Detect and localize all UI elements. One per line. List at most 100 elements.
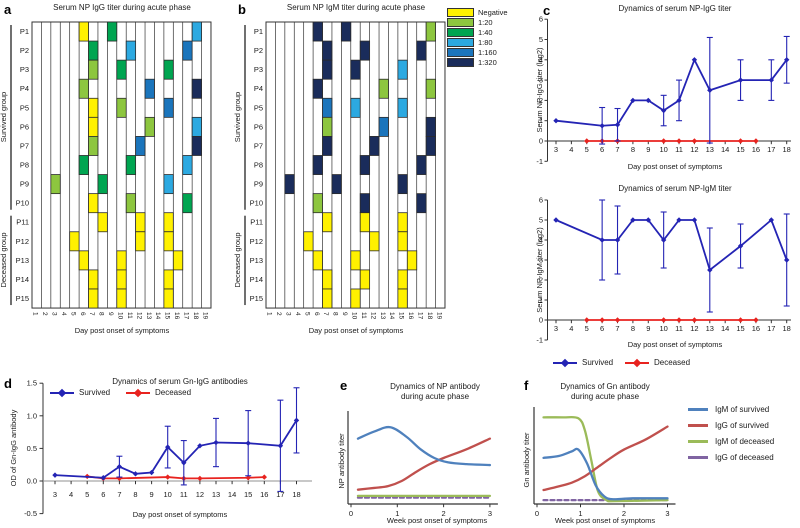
panel-f-legend-igm-survived: IgM of survived	[688, 405, 769, 414]
row-label-p1: P1	[20, 27, 29, 36]
heatmap-cell-p15-day7	[322, 288, 333, 309]
row-label-p2: P2	[20, 46, 29, 55]
x-tick-label: 16	[260, 490, 268, 499]
row-label-p4: P4	[254, 84, 263, 93]
heatmap-cell-p4-day13	[144, 78, 155, 99]
heatmap-cell-p12-day5	[303, 231, 314, 252]
day-tick-label: 17	[182, 312, 189, 320]
marker-survived	[213, 439, 219, 446]
row-label-p3: P3	[20, 65, 29, 74]
day-tick-label: 10	[116, 312, 123, 320]
legend-survived: Survived	[553, 358, 613, 367]
day-tick-label: 9	[341, 312, 348, 316]
x-tick-label: 4	[569, 324, 573, 333]
x-tick-label: 15	[244, 490, 252, 499]
marker-survived	[599, 123, 605, 129]
heatmap-cell-p1-day6	[312, 21, 323, 42]
x-tick-label: 15	[736, 324, 744, 333]
marker-survived	[737, 77, 744, 83]
heatmap-cell-p5-day7	[88, 97, 99, 118]
x-tick-label: 13	[706, 324, 714, 333]
heatmap-cell-p12-day15	[163, 231, 174, 252]
heatmap-cell-p7-day12	[369, 136, 380, 156]
day-tick-label: 2	[275, 312, 282, 316]
heatmap-cell-p12-day5	[69, 231, 80, 252]
heatmap-cell-p15-day15	[397, 288, 408, 309]
x-tick-label: 10	[659, 145, 667, 154]
titer-320-swatch	[447, 58, 474, 67]
x-tick-label: 9	[646, 324, 650, 333]
y-tick-label: 1	[539, 296, 543, 305]
heatmap-cell-p14-day10	[116, 269, 127, 290]
heatmap-cell-p7-day18	[425, 136, 436, 156]
series-line-survived	[555, 218, 788, 272]
row-label-p2: P2	[254, 46, 263, 55]
panel-d-xlabel: Day post onset of symptoms	[132, 510, 228, 519]
heatmap-cell-p15-day7	[88, 288, 99, 309]
legend-item-1-40: 1:40	[447, 28, 508, 37]
x-tick-label: 13	[212, 490, 220, 499]
day-tick-label: 3	[285, 312, 292, 316]
titer-40-swatch	[447, 28, 474, 37]
panel-f-letter: f	[524, 378, 529, 393]
marker-survived	[553, 217, 559, 223]
day-tick-label: 6	[79, 312, 86, 316]
heatmap-cell-p4-day18	[191, 78, 202, 99]
panel-e-xlabel: Week post onset of symptoms	[386, 516, 488, 525]
heatmap-cell-p14-day11	[359, 269, 371, 290]
heatmap-cell-p12-day12	[135, 231, 146, 252]
row-label-p11: P11	[250, 218, 263, 227]
heatmap-cell-p11-day11	[359, 212, 371, 233]
day-tick-label: 6	[313, 312, 320, 316]
x-tick-label: 3	[665, 509, 669, 518]
row-label-p8: P8	[20, 161, 29, 170]
x-tick-label: 8	[631, 324, 635, 333]
row-label-p13: P13	[250, 256, 263, 265]
x-tick-label: 18	[783, 324, 791, 333]
y-tick-label: -1	[536, 336, 543, 345]
heatmap-cell-p6-day18	[425, 116, 436, 137]
panel-d-legend-survived: Survived	[50, 388, 110, 397]
row-label-p5: P5	[20, 103, 29, 112]
survived-legend-label: Survived	[582, 358, 614, 367]
heatmap-cell-p8-day17	[416, 155, 427, 175]
panel-a-xlabel: Day post onset of symptoms	[74, 326, 170, 335]
heatmap-cell-p14-day15	[163, 269, 174, 290]
y-tick-label: 0.0	[27, 477, 37, 486]
row-label-p14: P14	[16, 275, 29, 284]
row-label-p4: P4	[20, 84, 29, 93]
heatmap-cell-p13-day16	[406, 250, 418, 271]
x-tick-label: 7	[615, 145, 619, 154]
legend-label: 1:80	[478, 38, 493, 47]
day-tick-label: 11	[360, 312, 367, 319]
y-tick-label: 0.5	[27, 444, 37, 453]
panel-e-title-line2: during acute phase	[400, 392, 470, 401]
row-label-p11: P11	[16, 218, 29, 227]
x-tick-label: 3	[554, 324, 558, 333]
panel-f-title-line1: Dynamics of Gn antibody	[560, 382, 650, 391]
x-tick-label: 3	[53, 490, 57, 499]
series-line-deceased	[87, 475, 265, 480]
heatmap-cell-p13-day6	[312, 250, 323, 271]
x-tick-label: 9	[150, 490, 154, 499]
day-tick-label: 19	[435, 312, 442, 320]
day-tick-label: 13	[379, 312, 386, 320]
heatmap-cell-p5-day7	[322, 97, 333, 118]
x-tick-label: 7	[117, 490, 121, 499]
marker-deceased	[599, 317, 605, 323]
y-tick-label: -0.5	[24, 509, 37, 518]
heatmap-cell-p6-day7	[322, 116, 333, 137]
marker-deceased	[261, 474, 267, 480]
legend-item-1-160: 1:160	[447, 48, 508, 57]
heatmap-cell-p12-day12	[369, 231, 380, 252]
titer-legend: Negative 1:20 1:40 1:80 1:160 1:320	[447, 8, 508, 69]
x-tick-label: 10	[659, 324, 667, 333]
y-tick-label: 5	[539, 35, 543, 44]
x-tick-label: 11	[180, 490, 188, 499]
day-tick-label: 14	[388, 312, 395, 320]
panel-f-legend-igg-survived: IgG of survived	[688, 421, 769, 430]
heatmap-cell-p6-day18	[191, 116, 202, 137]
heatmap-cell-p3-day7	[88, 59, 99, 80]
